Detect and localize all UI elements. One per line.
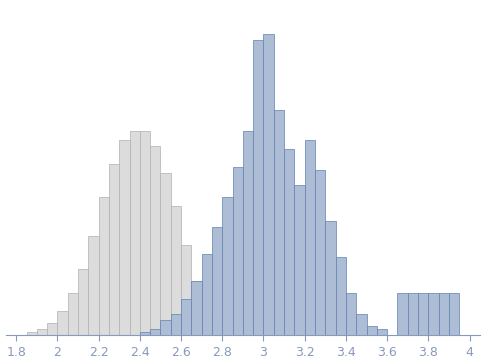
Bar — [294, 185, 305, 335]
Bar — [181, 245, 191, 335]
Bar — [325, 221, 335, 335]
Bar — [109, 164, 119, 335]
Bar — [418, 293, 428, 335]
Bar — [274, 110, 284, 335]
Bar — [439, 293, 449, 335]
Bar — [119, 140, 130, 335]
Bar — [449, 293, 459, 335]
Bar — [284, 149, 294, 335]
Bar — [181, 299, 191, 335]
Bar — [212, 326, 222, 335]
Bar — [47, 323, 58, 335]
Bar — [191, 281, 202, 335]
Bar — [150, 146, 161, 335]
Bar — [408, 293, 418, 335]
Bar — [305, 140, 315, 335]
Bar — [161, 321, 171, 335]
Bar — [366, 326, 377, 335]
Bar — [37, 329, 47, 335]
Bar — [356, 314, 366, 335]
Bar — [243, 131, 253, 335]
Bar — [397, 293, 408, 335]
Bar — [161, 173, 171, 335]
Bar — [27, 333, 37, 335]
Bar — [377, 329, 387, 335]
Bar — [202, 254, 212, 335]
Bar — [140, 333, 150, 335]
Bar — [99, 197, 109, 335]
Bar — [428, 293, 439, 335]
Bar — [222, 197, 233, 335]
Bar — [58, 311, 68, 335]
Bar — [171, 206, 181, 335]
Bar — [130, 131, 140, 335]
Bar — [346, 293, 356, 335]
Bar — [253, 40, 263, 335]
Bar — [315, 170, 325, 335]
Bar — [202, 311, 212, 335]
Bar — [233, 167, 243, 335]
Bar — [150, 329, 161, 335]
Bar — [140, 131, 150, 335]
Bar — [171, 314, 181, 335]
Bar — [68, 293, 78, 335]
Bar — [78, 269, 89, 335]
Bar — [263, 34, 274, 335]
Bar — [335, 257, 346, 335]
Bar — [212, 227, 222, 335]
Bar — [191, 281, 202, 335]
Bar — [89, 236, 99, 335]
